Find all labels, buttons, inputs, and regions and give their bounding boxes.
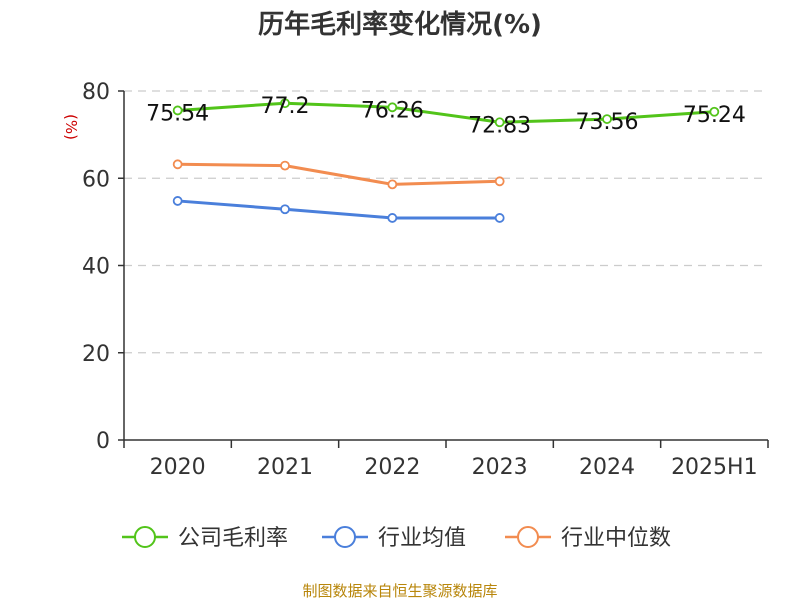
y-tick-label: 40	[82, 255, 110, 280]
x-tick-label: 2024	[579, 455, 635, 480]
data-label: 72.83	[468, 113, 531, 138]
legend-marker	[517, 526, 539, 548]
data-label: 77.2	[261, 94, 310, 119]
data-point	[280, 98, 290, 109]
legend-marker	[334, 526, 356, 548]
data-point	[494, 176, 505, 187]
data-label: 75.24	[683, 103, 746, 128]
series-line-1	[177, 199, 500, 220]
x-tick-label: 2020	[150, 455, 206, 480]
data-point	[280, 160, 290, 171]
y-tick-label: 0	[96, 429, 110, 454]
y-axis-unit: (%)	[62, 114, 80, 140]
data-point	[280, 204, 290, 215]
chart-title: 历年毛利率变化情况(%)	[258, 9, 542, 40]
data-point	[172, 105, 183, 116]
data-point	[387, 179, 398, 190]
data-label: 73.56	[576, 110, 639, 135]
y-tick-label: 20	[82, 342, 110, 367]
data-point	[494, 117, 505, 128]
series-line-0	[177, 101, 715, 124]
legend-label: 公司毛利率	[178, 526, 288, 551]
data-label: 76.26	[361, 98, 424, 123]
data-point	[602, 114, 612, 124]
legend-label: 行业中位数	[561, 526, 671, 551]
x-tick-label: 2025H1	[671, 455, 758, 480]
x-tick-label: 2022	[364, 455, 420, 480]
x-tick-label: 2023	[472, 455, 528, 480]
series-line-2	[177, 162, 500, 186]
data-point	[172, 196, 183, 206]
x-tick-label: 2021	[257, 455, 313, 480]
data-point	[494, 213, 505, 223]
data-source: 制图数据来自恒生聚源数据库	[302, 582, 497, 600]
y-tick-label: 60	[82, 167, 110, 192]
data-point	[387, 213, 398, 223]
legend-marker	[134, 526, 156, 548]
data-point	[709, 106, 720, 117]
legend-label: 行业均值	[378, 526, 466, 551]
y-tick-label: 80	[82, 80, 110, 105]
data-point	[172, 159, 183, 170]
data-label: 75.54	[146, 101, 209, 126]
data-point	[387, 102, 398, 113]
